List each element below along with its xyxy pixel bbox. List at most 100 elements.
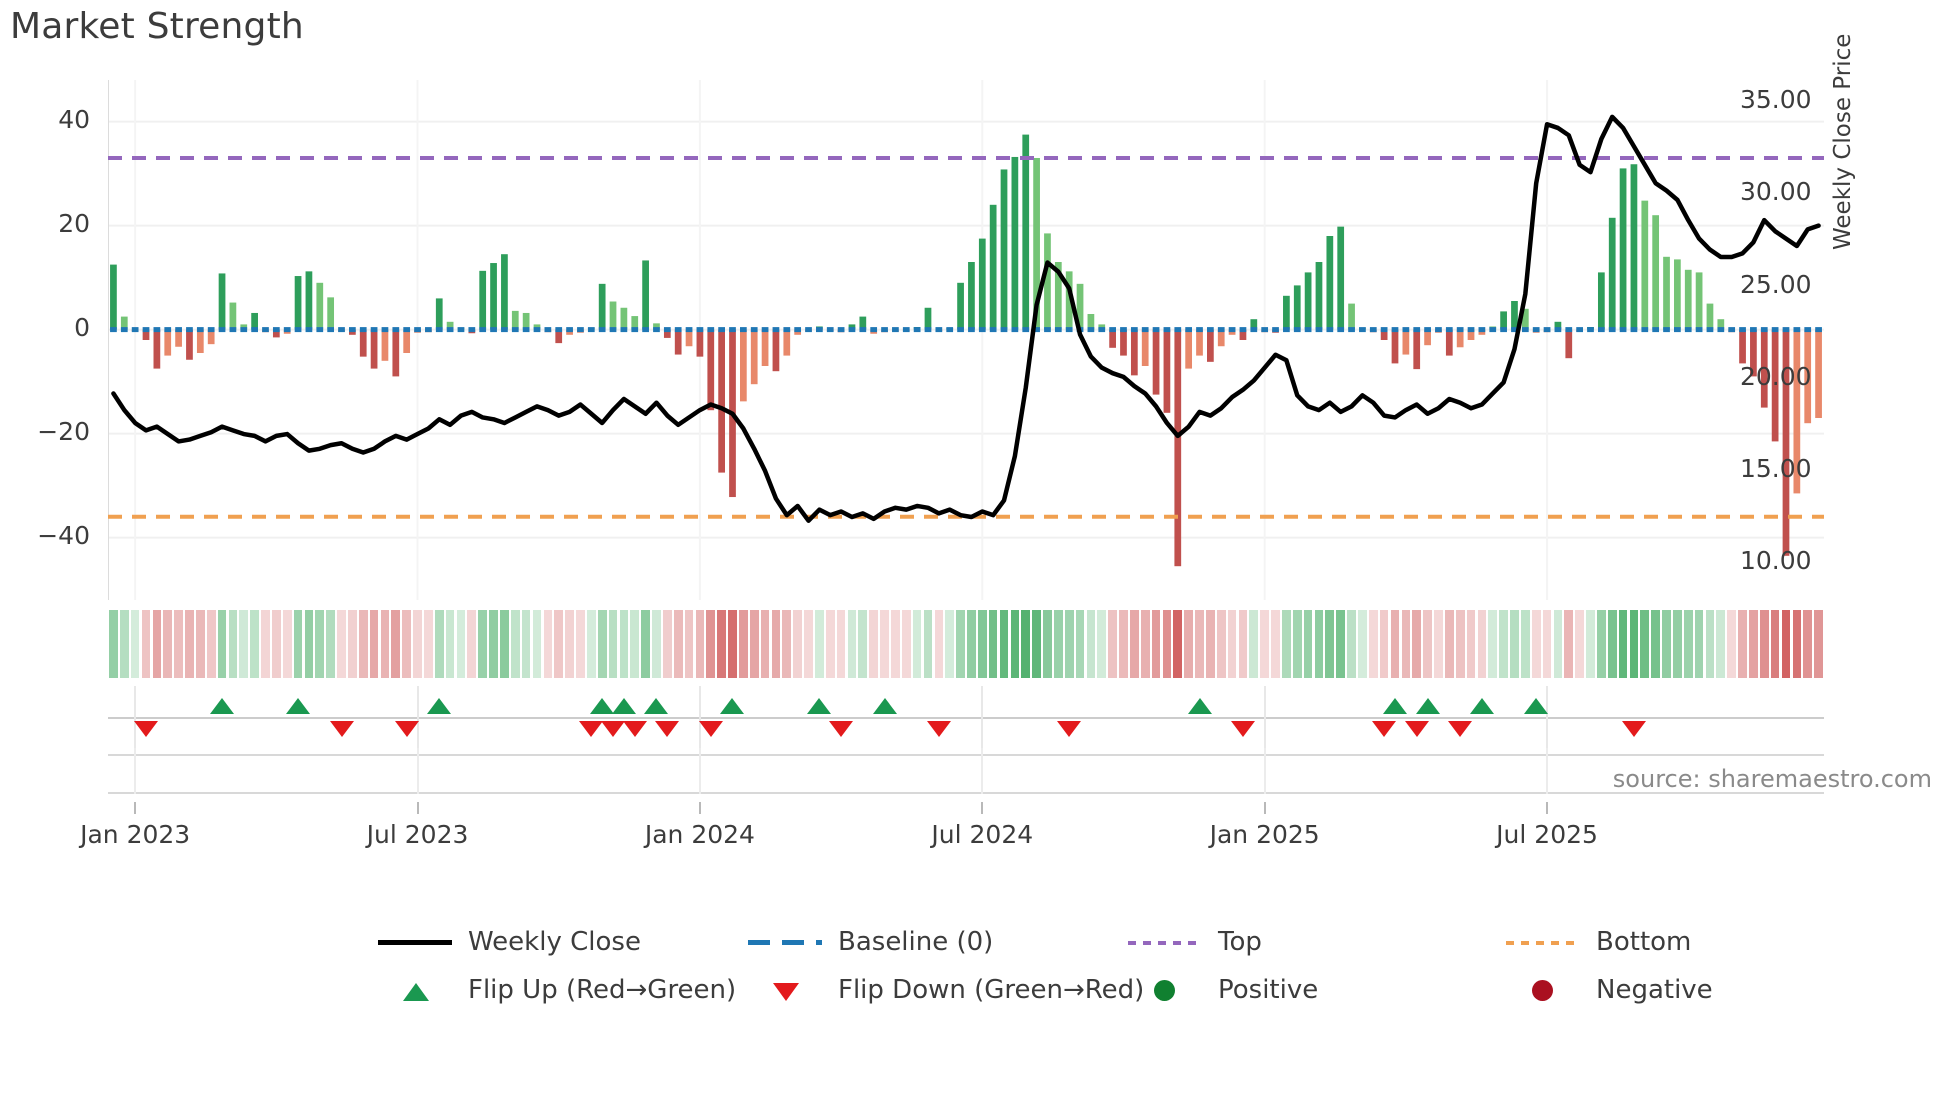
- strength-bar: [1141, 329, 1149, 366]
- strength-bar: [1402, 329, 1410, 355]
- flip-down-marker[interactable]: [1057, 721, 1082, 737]
- flip-up-marker[interactable]: [807, 698, 832, 714]
- flip-up-marker[interactable]: [720, 698, 745, 714]
- flip-up-marker[interactable]: [1524, 698, 1549, 714]
- heatmap-cell: [782, 610, 792, 678]
- heatmap-cell: [478, 610, 488, 678]
- heatmap-cell: [413, 610, 422, 678]
- strength-bar: [1717, 319, 1725, 330]
- legend-item[interactable]: Baseline (0): [748, 920, 993, 964]
- legend-item[interactable]: Positive: [1128, 968, 1318, 1012]
- flip-up-marker[interactable]: [210, 698, 235, 714]
- flip-up-marker[interactable]: [611, 698, 636, 714]
- flip-down-marker[interactable]: [1448, 721, 1473, 737]
- strength-bar: [240, 324, 248, 330]
- heatmap-cell: [1140, 610, 1150, 678]
- strength-bar: [783, 329, 791, 356]
- heatmap-cell: [630, 610, 640, 678]
- heatmap-cell: [576, 610, 585, 678]
- x-tick-label: Jul 2025: [1496, 820, 1598, 849]
- strength-bar: [674, 329, 682, 355]
- x-tick-label: Jan 2025: [1209, 820, 1320, 849]
- heatmap-cell: [836, 610, 846, 678]
- flip-down-marker[interactable]: [1230, 721, 1255, 737]
- legend-item[interactable]: Flip Up (Red→Green): [378, 968, 736, 1012]
- strength-bar: [1695, 272, 1703, 330]
- x-tick-label: Jul 2024: [931, 820, 1034, 849]
- flip-down-marker[interactable]: [1621, 721, 1646, 737]
- heatmap-cell: [304, 610, 314, 678]
- flip-down-marker[interactable]: [926, 721, 951, 737]
- strength-bar: [1304, 272, 1312, 330]
- heatmap-cell: [684, 610, 694, 678]
- strength-bar: [1771, 329, 1779, 442]
- legend-swatch: [1506, 929, 1580, 955]
- flip-down-marker[interactable]: [829, 721, 854, 737]
- flip-up-marker[interactable]: [1469, 698, 1494, 714]
- heatmap-cell: [847, 610, 857, 678]
- flip-down-marker[interactable]: [622, 721, 647, 737]
- strength-bar: [555, 329, 563, 344]
- top-line-swatch: [1128, 941, 1202, 945]
- flip-down-marker[interactable]: [601, 721, 626, 737]
- flip-down-marker[interactable]: [1372, 721, 1397, 737]
- heatmap-cell: [1412, 610, 1422, 678]
- flip-down-marker[interactable]: [134, 721, 158, 737]
- heatmap-cell: [1206, 610, 1215, 678]
- legend-item[interactable]: Negative: [1506, 968, 1713, 1012]
- heatmap-cell: [163, 610, 173, 678]
- flip-up-marker[interactable]: [1415, 698, 1440, 714]
- legend-label: Negative: [1596, 975, 1713, 1005]
- flip-down-marker[interactable]: [1404, 721, 1429, 737]
- strength-bar: [316, 282, 324, 330]
- flip-up-marker[interactable]: [590, 698, 615, 714]
- heatmap-cell: [1043, 610, 1052, 678]
- legend-item[interactable]: Bottom: [1506, 920, 1691, 964]
- flip-band-gridline: [416, 686, 419, 748]
- heatmap-cell: [141, 610, 151, 678]
- baseline-swatch: [748, 940, 822, 945]
- y-tick-right: 30.00: [1740, 177, 1812, 207]
- flip-band-gridline: [981, 686, 984, 748]
- flip-down-marker[interactable]: [394, 721, 419, 737]
- heatmap-cell: [1803, 610, 1813, 678]
- heatmap-cell: [869, 610, 879, 678]
- x-tick-mark: [134, 802, 137, 814]
- flip-up-marker[interactable]: [644, 698, 669, 714]
- heatmap-cell: [717, 610, 726, 678]
- flip-up-marker[interactable]: [427, 698, 452, 714]
- legend-item[interactable]: Weekly Close: [378, 920, 641, 964]
- strength-bar: [1565, 329, 1573, 359]
- heatmap-cell: [967, 610, 976, 678]
- flip-up-marker[interactable]: [1383, 698, 1407, 714]
- legend-label: Positive: [1218, 975, 1319, 1005]
- legend-item[interactable]: Flip Down (Green→Red): [748, 968, 1144, 1012]
- strength-bar: [511, 310, 519, 330]
- y-tick-right: 20.00: [1740, 361, 1812, 391]
- legend-item[interactable]: Top: [1128, 920, 1262, 964]
- heatmap-cell: [1781, 610, 1791, 678]
- flip-down-marker[interactable]: [329, 721, 354, 737]
- strength-bar: [642, 260, 649, 330]
- strength-bar: [1554, 321, 1562, 330]
- flip-up-marker[interactable]: [1187, 698, 1212, 714]
- heatmap-cell: [934, 610, 944, 678]
- strength-bar: [1196, 329, 1203, 356]
- strength-bar: [1185, 329, 1193, 369]
- strength-bar: [1065, 271, 1073, 330]
- strength-bar: [229, 302, 237, 330]
- flip-down-marker[interactable]: [579, 721, 604, 737]
- flip-down-marker[interactable]: [655, 721, 680, 737]
- strength-bar: [609, 301, 617, 330]
- flip-down-icon: [773, 983, 799, 1001]
- flip-band-gridline: [698, 686, 701, 748]
- heatmap-cell: [1727, 610, 1737, 678]
- heatmap-cell: [467, 610, 477, 678]
- heatmap-cell: [1390, 610, 1400, 678]
- flip-up-marker[interactable]: [286, 698, 311, 714]
- flip-down-marker[interactable]: [698, 721, 723, 737]
- flip-up-marker[interactable]: [872, 698, 897, 714]
- heatmap-cell: [282, 610, 292, 678]
- strength-bar: [479, 270, 487, 330]
- strength-bar: [1000, 169, 1008, 330]
